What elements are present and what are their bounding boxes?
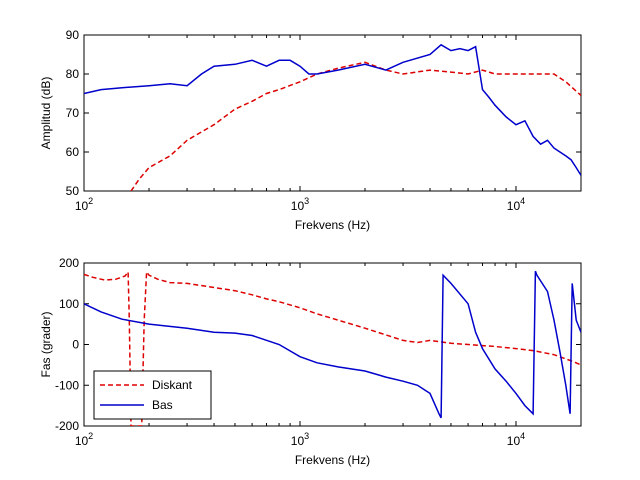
y-tick-label: -200	[55, 419, 79, 433]
x-tick-label: 103	[291, 196, 309, 213]
y-tick-label: 60	[66, 145, 80, 159]
phase-panel: -200 -100 0 100 200 102 103 104 Frekvens (Hz) Fas…	[39, 256, 582, 467]
legend-box	[93, 370, 212, 420]
series-line-diskant	[130, 61, 581, 191]
x-tick-label: 102	[75, 431, 93, 448]
y-tick-label: 50	[66, 184, 80, 198]
x-axis-label: Frekvens (Hz)	[295, 453, 370, 467]
y-tick-label: 100	[59, 297, 79, 311]
y-tick-label: 80	[66, 67, 80, 81]
y-axis-label: Amplitud (dB)	[39, 77, 53, 150]
series-line-bas	[84, 270, 581, 419]
x-tick-label: 103	[291, 431, 309, 448]
y-axis-label: Fas (grader)	[39, 311, 53, 377]
y-tick-label: 200	[59, 256, 79, 270]
legend-label-bas: Bas	[152, 398, 173, 412]
y-tick-label: -100	[55, 378, 79, 392]
y-tick-label: 0	[72, 338, 79, 352]
y-tick-label: 70	[66, 106, 80, 120]
legend: Diskant Bas	[93, 370, 212, 420]
x-tick-label: 102	[75, 196, 93, 213]
series-line-bas	[84, 43, 581, 176]
amplitude-panel: 50 60 70 80 90 102 103 104 Frekvens (Hz) Amplitud…	[39, 28, 582, 232]
y-tick-label: 90	[66, 28, 80, 42]
x-tick-label: 104	[507, 431, 525, 448]
legend-label-diskant: Diskant	[152, 378, 193, 392]
x-tick-label: 104	[507, 196, 525, 213]
series-line-diskant	[84, 269, 581, 426]
x-axis-label: Frekvens (Hz)	[295, 218, 370, 232]
